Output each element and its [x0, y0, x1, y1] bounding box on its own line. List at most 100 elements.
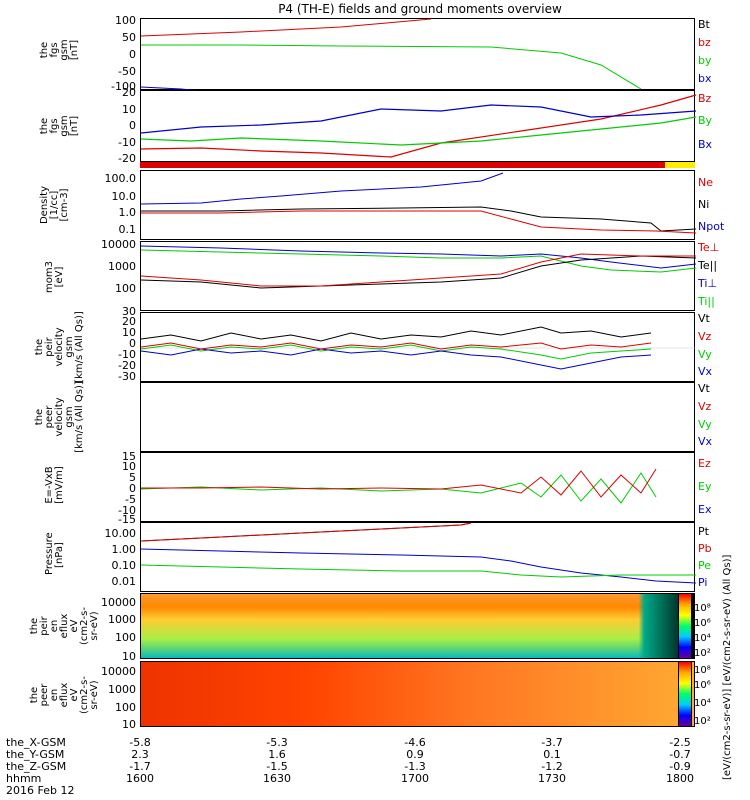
peir-velocity-plot	[140, 326, 696, 370]
legend-Pe: Pe	[698, 559, 712, 572]
ephem-label-z: the_Z-GSM	[6, 760, 67, 773]
electron-spec-tick: 10000	[101, 665, 136, 678]
electron-colorbar	[678, 661, 692, 727]
efield-tick: -15	[118, 513, 136, 526]
Ni-line	[141, 206, 697, 232]
legend-peir-Vt: Vt	[698, 312, 710, 325]
ion-spectrogram	[140, 593, 695, 659]
legend-By: By	[698, 114, 713, 127]
legend-Ti-para: Ti||	[698, 295, 715, 308]
by-line	[141, 44, 642, 90]
temperature-tick: 1000	[108, 260, 136, 273]
pressure-tick: 0.10	[111, 559, 137, 572]
panel-fgs-gsm	[140, 18, 695, 92]
efield-plot	[140, 468, 657, 504]
x-gsm-value: -4.6	[404, 736, 426, 749]
legend-bz: bz	[698, 36, 711, 49]
density-ylabel: Density [1/cc] [cm-3]	[39, 185, 70, 225]
plot-title: P4 (TH-E) fields and ground moments over…	[278, 2, 562, 16]
electron-spectrogram	[140, 661, 695, 727]
Pe-line	[140, 564, 696, 578]
Te-perp-line	[140, 253, 696, 287]
efield-tick: 10	[122, 460, 136, 473]
panel-pressure	[140, 522, 697, 592]
y-gsm-value: 2.3	[131, 748, 149, 761]
hhmm-value: 1630	[263, 772, 291, 785]
fgs-dsl-plot	[140, 94, 697, 158]
ion-spec-tick: 10000	[101, 596, 136, 609]
electron-spec-tick: 100	[115, 701, 136, 714]
peir-Vt-line	[140, 326, 652, 342]
legend-Te-perp: Te⊥	[698, 241, 720, 254]
temperature-plot	[140, 245, 697, 289]
legend-Ni: Ni	[698, 198, 710, 211]
ephem-label-y: the_Y-GSM	[6, 748, 65, 761]
x-gsm-value: -5.8	[129, 736, 151, 749]
ion-spec-tick: 100	[115, 631, 136, 644]
temperature-ylabel: mom3 [eV]	[44, 261, 65, 293]
legend-Ey: Ey	[698, 480, 712, 493]
By-line	[140, 116, 697, 146]
peir-Vy-line	[140, 344, 652, 360]
legend-Ez: Ez	[698, 457, 711, 470]
z-gsm-value: -1.2	[541, 760, 563, 773]
peir-velocity-tick: -30	[118, 370, 136, 383]
legend-Ti-perp: Ti⊥	[698, 277, 718, 290]
legend-Te-para: Te||	[698, 259, 718, 272]
hhmm-value: 1700	[401, 772, 429, 785]
ion-spec-ylabel: the peir en eflux eV (cm2-s- sr-eV)	[29, 607, 100, 645]
peir-velocity-ylabel: the peir velocity gsm [km/s (All Qs)]	[34, 311, 85, 383]
peir-velocity-tick: -10	[118, 348, 136, 361]
legend-Bx: Bx	[698, 138, 713, 151]
x-gsm-value: -2.5	[669, 736, 691, 749]
electron-cb-label: 10²	[694, 716, 711, 727]
electron-cb-label: 10⁶	[694, 680, 711, 691]
Pb-line	[140, 522, 472, 542]
ephem-label-x: the_X-GSM	[6, 736, 66, 749]
fgs-gsm-tick: -50	[118, 65, 136, 78]
fgs-gsm-tick: 100	[115, 14, 136, 27]
fgs-dsl-tick: 10	[122, 103, 136, 116]
ion-cb-label: 10²	[694, 648, 711, 659]
Ti-para-line	[140, 249, 697, 273]
ephem-date: 2016 Feb 12	[6, 784, 75, 797]
hhmm-value: 1730	[538, 772, 566, 785]
fgs-dsl-tick: 20	[122, 86, 136, 99]
pressure-tick: 10.00	[104, 527, 137, 540]
y-gsm-value: 1.6	[268, 748, 286, 761]
fgs-dsl-ylabel: the fgs gsm [nT]	[39, 115, 80, 137]
density-tick: 10.0	[111, 190, 137, 203]
peir-Vx-line	[140, 348, 652, 370]
fgs-dsl-tick: -20	[118, 152, 136, 165]
pressure-tick: 1.00	[111, 543, 137, 556]
legend-Ex: Ex	[698, 503, 712, 516]
density-tick: 100.0	[104, 172, 137, 185]
density-tick: 0.1	[118, 223, 137, 236]
z-gsm-value: -1.5	[266, 760, 288, 773]
density-tick: 1.0	[118, 206, 137, 219]
legend-Npot: Npot	[698, 220, 725, 233]
z-gsm-value: -0.9	[669, 760, 691, 773]
Ti-perp-line	[140, 245, 697, 269]
legend-Pb: Pb	[698, 542, 712, 555]
Npot-line	[140, 172, 504, 205]
fgs-gsm-plot	[140, 18, 642, 92]
electron-spec-ylabel: the peer en eflux eV (cm2-s- sr-eV)	[29, 676, 100, 714]
fgs-gsm-tick: 0	[129, 48, 136, 61]
legend-bt: Bt	[698, 18, 710, 31]
y-gsm-value: 0.1	[543, 748, 561, 761]
Pi-line	[140, 548, 697, 584]
ion-cb-label: 10⁴	[694, 633, 711, 644]
peir-velocity-tick: 0	[129, 337, 136, 350]
z-gsm-value: -1.7	[129, 760, 151, 773]
peir-velocity-tick: 30	[122, 305, 136, 318]
peer-velocity-ylabel: the peer velocity gsm [km/s (All Qs)]	[34, 381, 85, 453]
x-gsm-value: -5.3	[266, 736, 288, 749]
ion-cb-label: 10⁶	[694, 618, 711, 629]
Bz-line	[140, 94, 697, 158]
mode-bar-end	[665, 162, 695, 168]
colorbar-title: [eV/(cm2-s-sr-eV)] [eV/(cm2-s-sr-eV) (Al…	[722, 554, 733, 780]
pressure-ylabel: Pressure [nPa]	[44, 532, 65, 575]
efield-tick: 0	[129, 482, 136, 495]
panel-efield	[140, 452, 695, 522]
